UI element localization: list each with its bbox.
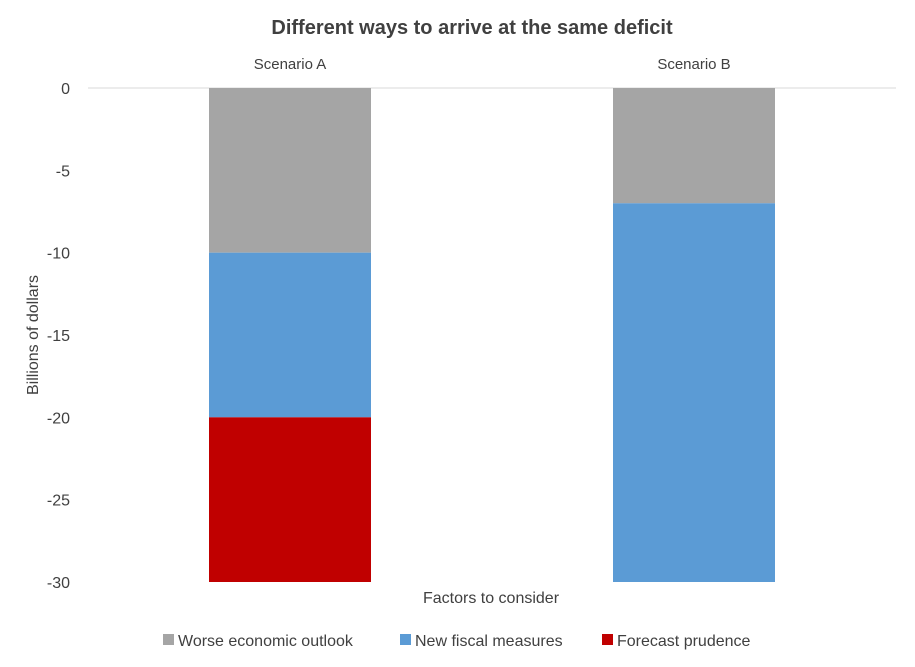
bar-segment: [209, 252, 371, 418]
chart-title: Different ways to arrive at the same def…: [271, 17, 673, 39]
bar-segment: [613, 203, 775, 582]
legend-swatch: [163, 634, 174, 645]
legend-swatch: [602, 634, 613, 645]
y-tick-label: -10: [47, 246, 70, 263]
y-tick-label: -30: [47, 575, 70, 592]
y-tick-label: 0: [61, 81, 70, 98]
legend: Worse economic outlook New fiscal measure…: [163, 633, 751, 650]
y-tick-label: -5: [56, 163, 70, 180]
category-labels: Scenario A Scenario B: [254, 56, 731, 73]
legend-label: New fiscal measures: [415, 633, 563, 650]
legend-label: Worse economic outlook: [178, 633, 354, 650]
x-axis-label: Factors to consider: [423, 590, 560, 607]
category-label: Scenario B: [657, 56, 730, 73]
y-tick-label: -25: [47, 493, 70, 510]
bar-segment: [209, 417, 371, 582]
y-axis-label: Billions of dollars: [25, 275, 42, 395]
y-tick-label: -15: [47, 328, 70, 345]
y-tick-labels: 0 -5 -10 -15 -20 -25 -30: [47, 81, 70, 592]
category-label: Scenario A: [254, 56, 327, 73]
legend-swatch: [400, 634, 411, 645]
bar-segments: [209, 88, 775, 582]
legend-label: Forecast prudence: [617, 633, 751, 650]
y-tick-label: -20: [47, 410, 70, 427]
bar-segment: [209, 88, 371, 253]
bar-segment: [613, 88, 775, 204]
